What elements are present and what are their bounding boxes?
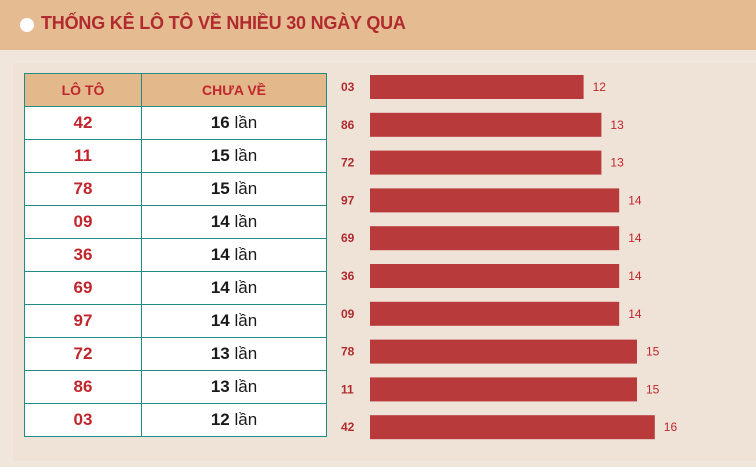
column-header-number: LÔ TÔ: [24, 73, 142, 107]
bar-category-label: 42: [341, 420, 355, 434]
table-row: 86 13 lần: [24, 370, 327, 404]
number-cell: 03: [24, 403, 142, 437]
count-value: 15: [210, 146, 230, 165]
count-unit: lần: [234, 212, 258, 231]
bar-value-label: 15: [646, 382, 660, 396]
count-cell: 15 lần: [141, 172, 327, 206]
table-row: 69 14 lần: [24, 271, 327, 305]
bar-category-label: 36: [341, 269, 355, 283]
bar-category-label: 09: [341, 307, 355, 321]
bar: [370, 75, 584, 99]
header-bar: THỐNG KÊ LÔ TÔ VỀ NHIỀU 30 NGÀY QUA: [0, 0, 756, 50]
count-cell: 13 lần: [141, 337, 327, 371]
bar-category-label: 97: [341, 193, 355, 207]
count-value: 13: [210, 377, 230, 396]
count-unit: lần: [234, 113, 258, 132]
table-row: 03 12 lần: [24, 403, 327, 437]
bar: [370, 415, 655, 440]
count-value: 14: [210, 311, 230, 330]
table-row: 36 14 lần: [24, 238, 327, 272]
number-cell: 97: [24, 304, 142, 338]
count-value: 15: [210, 179, 230, 198]
count-unit: lần: [234, 278, 258, 297]
bar: [370, 150, 602, 175]
count-value: 12: [210, 410, 230, 429]
bar-chart: 03 12 86 13 72 13 97 14 69 14 36 14 09 14 78 15 11 15 42 16: [341, 75, 678, 440]
count-cell: 14 lần: [141, 271, 327, 305]
table-row: 97 14 lần: [24, 304, 327, 338]
number-cell: 36: [24, 238, 142, 272]
bar-value-label: 15: [646, 345, 660, 359]
table-row: 11 15 lần: [24, 139, 327, 173]
count-value: 14: [210, 245, 230, 264]
bar-category-label: 78: [341, 345, 355, 359]
bullet-dot-icon: [20, 18, 34, 32]
table-row: 78 15 lần: [24, 172, 327, 206]
bar: [370, 188, 620, 213]
bar-value-label: 14: [628, 269, 642, 283]
bar-category-label: 11: [341, 382, 354, 396]
number-cell: 11: [24, 139, 142, 173]
count-unit: lần: [234, 344, 258, 363]
count-cell: 15 lần: [141, 139, 327, 173]
bar-category-label: 69: [341, 231, 355, 245]
count-value: 13: [210, 344, 230, 363]
bar: [370, 112, 602, 137]
bar-value-label: 14: [628, 193, 642, 207]
count-cell: 16 lần: [141, 106, 327, 140]
bar-value-label: 13: [610, 156, 624, 170]
count-unit: lần: [234, 146, 258, 165]
bar-value-label: 12: [593, 80, 607, 94]
stats-table: LÔ TÔ CHƯA VỀ 42 16 lần 11 15 lần 78 15 …: [24, 73, 327, 437]
count-unit: lần: [234, 377, 258, 396]
bar-value-label: 13: [610, 118, 624, 132]
bar-category-label: 72: [341, 156, 355, 170]
number-cell: 78: [24, 172, 142, 206]
bar-value-label: 16: [664, 420, 678, 434]
count-unit: lần: [234, 179, 258, 198]
table-header-row: LÔ TÔ CHƯA VỀ: [24, 73, 327, 107]
count-cell: 14 lần: [141, 205, 327, 239]
count-cell: 14 lần: [141, 304, 327, 338]
bar: [370, 301, 620, 326]
count-unit: lần: [234, 311, 258, 330]
bar-value-label: 14: [628, 231, 642, 245]
number-cell: 42: [24, 106, 142, 140]
count-value: 16: [210, 113, 230, 132]
column-header-count: CHƯA VỀ: [141, 73, 327, 107]
count-cell: 14 lần: [141, 238, 327, 272]
bar: [370, 339, 637, 364]
bar-category-label: 03: [341, 80, 355, 94]
count-value: 14: [210, 212, 230, 231]
number-cell: 69: [24, 271, 142, 305]
table-row: 72 13 lần: [24, 337, 327, 371]
number-cell: 86: [24, 370, 142, 404]
bar-value-label: 14: [628, 307, 642, 321]
count-value: 14: [210, 278, 230, 297]
count-unit: lần: [234, 245, 258, 264]
count-cell: 13 lần: [141, 370, 327, 404]
count-unit: lần: [234, 410, 258, 429]
bar: [370, 377, 637, 402]
table-row: 09 14 lần: [24, 205, 327, 239]
number-cell: 09: [24, 205, 142, 239]
table-row: 42 16 lần: [24, 106, 327, 140]
bar: [370, 226, 620, 251]
bar-category-label: 86: [341, 118, 355, 132]
page-title: THỐNG KÊ LÔ TÔ VỀ NHIỀU 30 NGÀY QUA: [41, 13, 406, 33]
number-cell: 72: [24, 337, 142, 371]
bar: [370, 264, 620, 288]
count-cell: 12 lần: [141, 403, 327, 437]
